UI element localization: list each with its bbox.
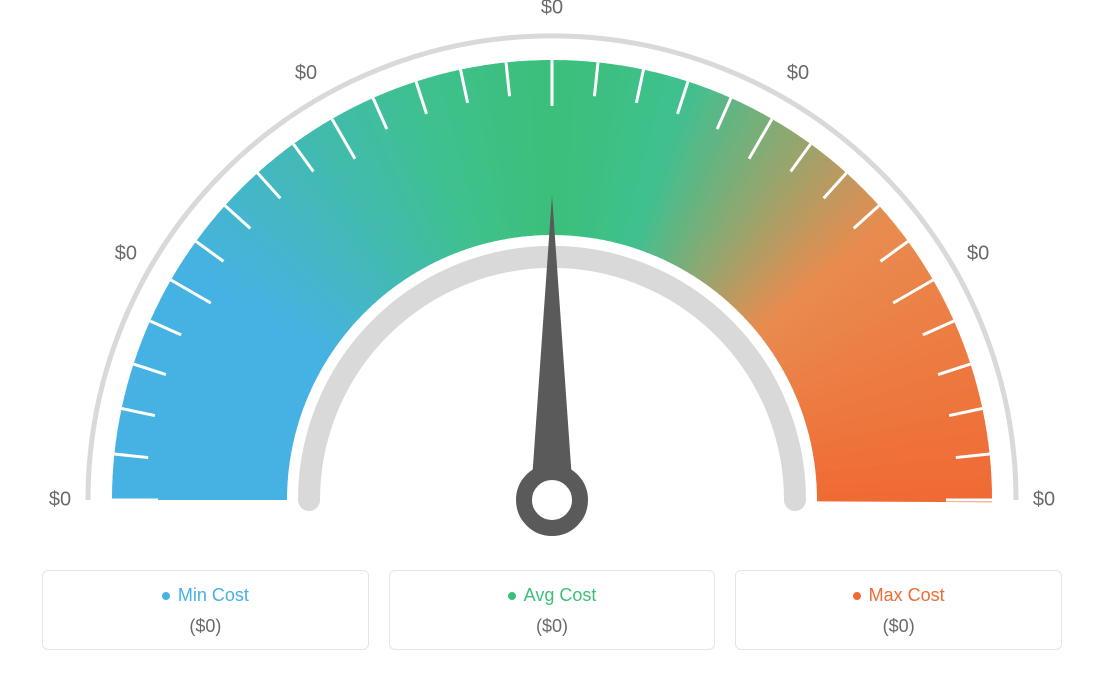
legend-label-row: Max Cost: [746, 585, 1051, 606]
gauge-tick-label: $0: [49, 488, 71, 510]
legend-label-min: Min Cost: [178, 585, 249, 606]
legend-card-avg: Avg Cost ($0): [389, 570, 716, 650]
legend-label-row: Min Cost: [53, 585, 358, 606]
gauge-tick-label: $0: [967, 242, 989, 264]
gauge-chart: $0 $0 $0 $0 $0 $0 $0: [0, 0, 1104, 560]
legend-card-min: Min Cost ($0): [42, 570, 369, 650]
legend-value-max: ($0): [746, 616, 1051, 637]
legend-dot-avg: [508, 592, 516, 600]
gauge-needle: [530, 195, 573, 504]
gauge-tick-label: $0: [1033, 488, 1055, 510]
legend-row: Min Cost ($0) Avg Cost ($0) Max Cost ($0…: [42, 570, 1062, 650]
legend-dot-max: [853, 592, 861, 600]
gauge-tick-label: $0: [295, 62, 317, 84]
legend-label-avg: Avg Cost: [524, 585, 597, 606]
gauge-tick-label: $0: [115, 242, 137, 264]
legend-card-max: Max Cost ($0): [735, 570, 1062, 650]
gauge-needle-hub: [524, 472, 580, 528]
gauge-tick-label: $0: [787, 62, 809, 84]
legend-label-max: Max Cost: [869, 585, 945, 606]
legend-label-row: Avg Cost: [400, 585, 705, 606]
chart-container: $0 $0 $0 $0 $0 $0 $0 Min Cost ($0) Avg Cost ($…: [0, 0, 1104, 690]
legend-value-min: ($0): [53, 616, 358, 637]
legend-dot-min: [162, 592, 170, 600]
gauge-tick-label: $0: [541, 0, 563, 18]
legend-value-avg: ($0): [400, 616, 705, 637]
